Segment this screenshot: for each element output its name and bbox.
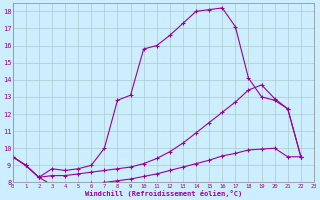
X-axis label: Windchill (Refroidissement éolien,°C): Windchill (Refroidissement éolien,°C) bbox=[85, 190, 242, 197]
